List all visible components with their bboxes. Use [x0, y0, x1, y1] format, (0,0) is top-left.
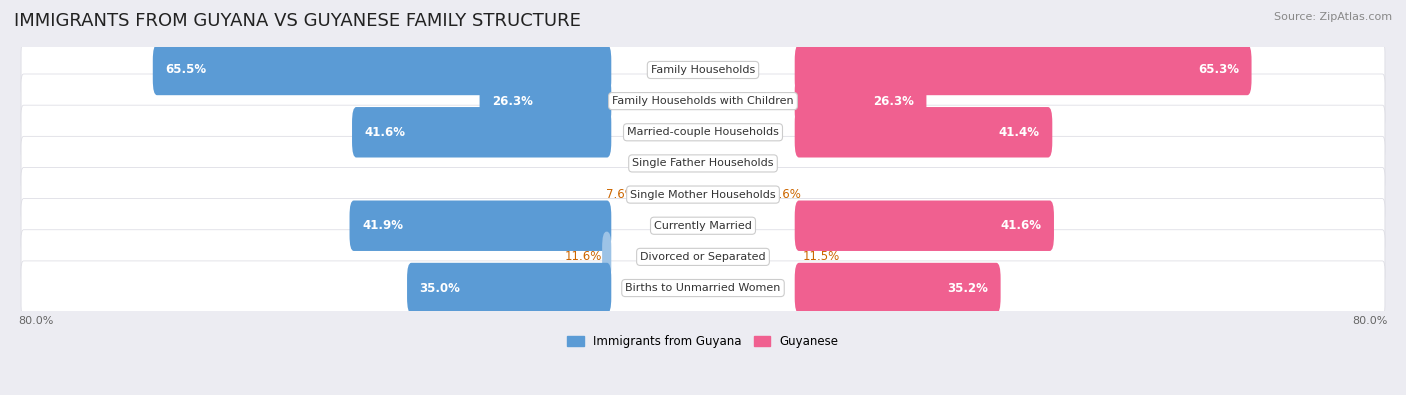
- FancyBboxPatch shape: [21, 74, 1385, 128]
- Text: 26.3%: 26.3%: [492, 95, 533, 107]
- Text: 65.5%: 65.5%: [166, 64, 207, 77]
- FancyBboxPatch shape: [21, 167, 1385, 222]
- Text: 11.6%: 11.6%: [565, 250, 602, 263]
- Text: Births to Unmarried Women: Births to Unmarried Women: [626, 283, 780, 293]
- Text: IMMIGRANTS FROM GUYANA VS GUYANESE FAMILY STRUCTURE: IMMIGRANTS FROM GUYANA VS GUYANESE FAMIL…: [14, 12, 581, 30]
- Text: 11.5%: 11.5%: [803, 250, 841, 263]
- Text: 26.3%: 26.3%: [873, 95, 914, 107]
- FancyBboxPatch shape: [21, 261, 1385, 315]
- Text: Married-couple Households: Married-couple Households: [627, 127, 779, 137]
- FancyBboxPatch shape: [794, 45, 1251, 95]
- Text: Single Father Households: Single Father Households: [633, 158, 773, 168]
- Text: 65.3%: 65.3%: [1198, 64, 1239, 77]
- FancyBboxPatch shape: [794, 263, 1001, 313]
- FancyBboxPatch shape: [352, 107, 612, 158]
- FancyBboxPatch shape: [21, 105, 1385, 160]
- FancyBboxPatch shape: [350, 201, 612, 251]
- FancyBboxPatch shape: [602, 231, 612, 282]
- FancyBboxPatch shape: [794, 107, 1052, 158]
- Text: 35.0%: 35.0%: [419, 282, 460, 295]
- Text: 2.1%: 2.1%: [651, 157, 682, 170]
- FancyBboxPatch shape: [21, 136, 1385, 190]
- Text: 2.1%: 2.1%: [724, 157, 755, 170]
- FancyBboxPatch shape: [794, 201, 1054, 251]
- FancyBboxPatch shape: [21, 230, 1385, 284]
- FancyBboxPatch shape: [794, 76, 927, 126]
- FancyBboxPatch shape: [21, 199, 1385, 253]
- Legend: Immigrants from Guyana, Guyanese: Immigrants from Guyana, Guyanese: [562, 331, 844, 353]
- Text: 7.6%: 7.6%: [606, 188, 636, 201]
- FancyBboxPatch shape: [408, 263, 612, 313]
- Text: Family Households with Children: Family Households with Children: [612, 96, 794, 106]
- Text: Currently Married: Currently Married: [654, 221, 752, 231]
- Text: Divorced or Separated: Divorced or Separated: [640, 252, 766, 262]
- FancyBboxPatch shape: [153, 45, 612, 95]
- Text: Single Mother Households: Single Mother Households: [630, 190, 776, 199]
- FancyBboxPatch shape: [479, 76, 612, 126]
- FancyBboxPatch shape: [21, 43, 1385, 97]
- Text: 7.6%: 7.6%: [770, 188, 800, 201]
- Text: 41.6%: 41.6%: [1001, 219, 1042, 232]
- Text: Family Households: Family Households: [651, 65, 755, 75]
- Text: 41.4%: 41.4%: [998, 126, 1040, 139]
- Text: Source: ZipAtlas.com: Source: ZipAtlas.com: [1274, 12, 1392, 22]
- Text: 35.2%: 35.2%: [948, 282, 988, 295]
- Text: 41.9%: 41.9%: [361, 219, 404, 232]
- Text: 41.6%: 41.6%: [364, 126, 405, 139]
